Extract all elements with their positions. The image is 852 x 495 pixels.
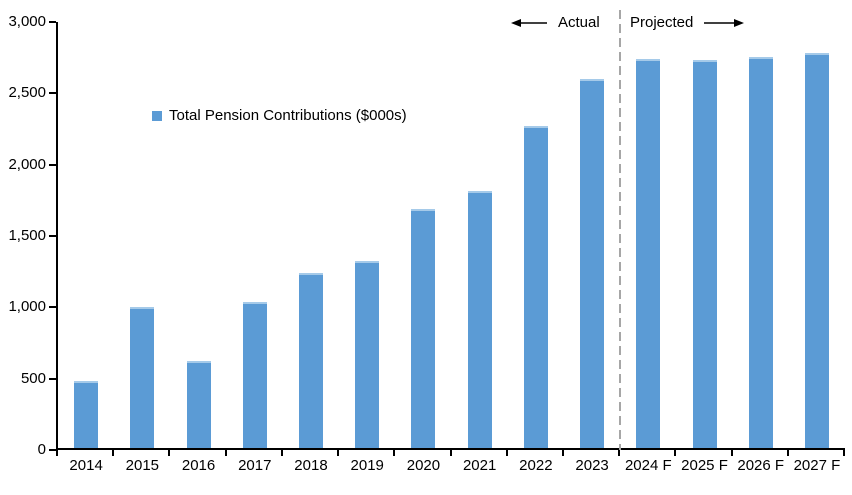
x-axis-label-2027-F: 2027 F (793, 457, 841, 474)
bar-2015 (130, 307, 155, 448)
legend: Total Pension Contributions ($000s) (152, 107, 407, 124)
y-axis-tick (49, 377, 56, 380)
actual-label: Actual (558, 14, 600, 31)
bar-2021 (467, 190, 492, 448)
x-axis-label-2014: 2014 (69, 457, 103, 474)
bar-2022 (523, 125, 548, 448)
bar-slot-2021 (452, 22, 508, 448)
x-axis-label-2025-F: 2025 F (681, 457, 728, 474)
bar-slot-2027-F (789, 22, 845, 448)
bar-2027-F (804, 52, 829, 448)
legend-marker (152, 110, 162, 121)
bar-slot-2022 (508, 22, 564, 448)
y-axis-label-3000: 3,000 (8, 13, 46, 30)
bar-slot-2016 (170, 22, 226, 448)
x-axis-label-2026-F: 2026 F (737, 457, 785, 474)
bar-2024-F (636, 58, 661, 448)
y-axis-tick (49, 449, 56, 451)
x-axis-label-2022: 2022 (519, 457, 553, 474)
actual-projected-divider (619, 10, 622, 450)
x-axis-tick (168, 450, 171, 456)
x-axis-label-2015: 2015 (125, 457, 160, 474)
bar-slot-2019 (339, 22, 395, 448)
x-axis-tick (843, 450, 845, 456)
bar-2017 (242, 302, 267, 448)
x-axis-labels: 2014 2015 2016 2017 2018 2019 2020 2021 2022 2023… (58, 457, 845, 474)
projected-annotation: Projected (630, 14, 745, 32)
x-axis-label-2019: 2019 (350, 457, 384, 474)
bar-slot-2025-F (676, 22, 732, 448)
legend-label: Total Pension Contributions ($000s) (169, 107, 407, 124)
y-axis-label-2500: 2,500 (8, 84, 46, 102)
y-axis-tick (49, 163, 56, 166)
y-axis-label-500: 500 (20, 369, 46, 387)
x-axis-label-2021: 2021 (462, 457, 497, 474)
x-axis-tick (561, 450, 564, 456)
y-axis-tick (49, 235, 56, 237)
actual-annotation: Actual (511, 14, 600, 32)
projected-label: Projected (630, 14, 694, 31)
x-axis-tick (56, 450, 58, 456)
bar-slot-2015 (114, 22, 170, 448)
x-axis-tick (224, 450, 227, 456)
bar-slot-2017 (227, 22, 283, 448)
bar-2023 (580, 78, 605, 448)
x-axis-tick (730, 450, 733, 456)
x-axis-tick (280, 450, 283, 456)
x-axis-label-2023: 2023 (575, 457, 609, 474)
bar-slot-2018 (283, 22, 339, 448)
x-axis-tick (112, 450, 115, 456)
bar-2014 (74, 380, 99, 448)
x-axis-label-2017: 2017 (238, 457, 272, 474)
bar-slot-2014 (58, 22, 114, 448)
x-axis-tick (505, 450, 508, 456)
x-axis-label-2020: 2020 (406, 457, 441, 474)
y-axis-label-1500: 1,500 (8, 227, 46, 244)
x-axis-tick (786, 450, 789, 456)
bar-slot-2024-F (620, 22, 676, 448)
x-axis-label-2018: 2018 (294, 457, 328, 474)
x-axis-tick (393, 450, 396, 456)
y-axis-tick (49, 92, 56, 95)
bar-2026-F (748, 56, 773, 448)
x-axis-tick (449, 450, 452, 456)
y-axis-label-2000: 2,000 (8, 155, 46, 173)
bar-slot-2020 (395, 22, 451, 448)
bar-2020 (411, 209, 436, 448)
bar-2019 (355, 261, 380, 448)
x-axis-label-2016: 2016 (181, 457, 216, 474)
y-axis-tick (49, 306, 56, 309)
bar-slot-2026-F (733, 22, 789, 448)
y-axis-label-0: 0 (37, 441, 46, 458)
y-axis-label-1000: 1,000 (8, 298, 46, 316)
x-axis-tick (618, 450, 621, 456)
y-axis-tick (49, 21, 56, 23)
bar-slot-2023 (564, 22, 620, 448)
x-axis-tick (337, 450, 340, 456)
bar-2018 (298, 273, 323, 448)
left-arrow-icon (511, 18, 547, 28)
bar-2016 (186, 361, 211, 448)
bar-2025-F (692, 60, 717, 448)
right-arrow-icon (704, 18, 745, 28)
plot-area (56, 22, 845, 450)
x-axis-label-2024-F: 2024 F (624, 457, 672, 474)
x-axis-tick (674, 450, 677, 456)
